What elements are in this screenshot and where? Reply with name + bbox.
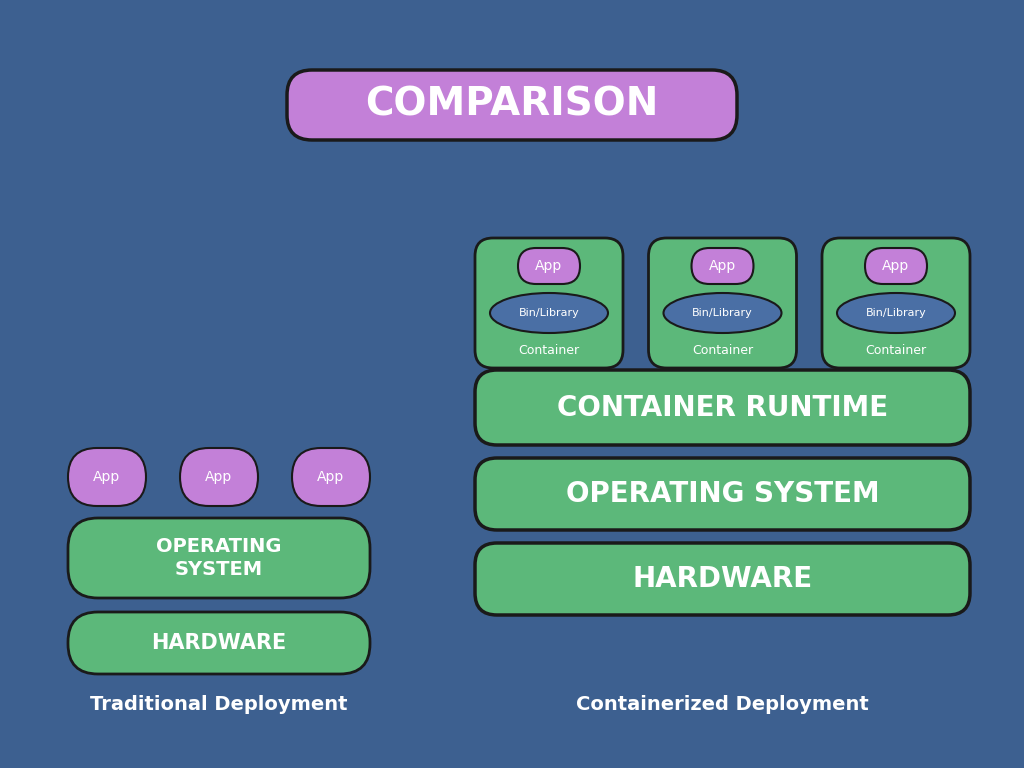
- Text: Containerized Deployment: Containerized Deployment: [577, 696, 869, 714]
- Text: App: App: [317, 470, 345, 484]
- Text: COMPARISON: COMPARISON: [366, 86, 658, 124]
- Text: App: App: [206, 470, 232, 484]
- Text: HARDWARE: HARDWARE: [633, 565, 813, 593]
- Text: Bin/Library: Bin/Library: [518, 308, 580, 318]
- FancyBboxPatch shape: [68, 448, 146, 506]
- Text: App: App: [536, 259, 562, 273]
- FancyBboxPatch shape: [475, 543, 970, 615]
- Text: CONTAINER RUNTIME: CONTAINER RUNTIME: [557, 393, 888, 422]
- Text: OPERATING
SYSTEM: OPERATING SYSTEM: [157, 537, 282, 579]
- FancyBboxPatch shape: [180, 448, 258, 506]
- Text: Bin/Library: Bin/Library: [865, 308, 927, 318]
- FancyBboxPatch shape: [475, 458, 970, 530]
- FancyBboxPatch shape: [822, 238, 970, 368]
- FancyBboxPatch shape: [287, 70, 737, 140]
- Text: Container: Container: [865, 343, 927, 356]
- Text: App: App: [709, 259, 736, 273]
- Text: App: App: [883, 259, 909, 273]
- FancyBboxPatch shape: [68, 612, 370, 674]
- FancyBboxPatch shape: [518, 248, 580, 284]
- Text: Container: Container: [518, 343, 580, 356]
- Ellipse shape: [664, 293, 781, 333]
- Text: OPERATING SYSTEM: OPERATING SYSTEM: [565, 480, 880, 508]
- Text: Traditional Deployment: Traditional Deployment: [90, 696, 348, 714]
- Ellipse shape: [837, 293, 955, 333]
- FancyBboxPatch shape: [475, 238, 623, 368]
- FancyBboxPatch shape: [691, 248, 754, 284]
- Text: HARDWARE: HARDWARE: [152, 633, 287, 653]
- FancyBboxPatch shape: [475, 370, 970, 445]
- FancyBboxPatch shape: [292, 448, 370, 506]
- FancyBboxPatch shape: [68, 518, 370, 598]
- Text: Bin/Library: Bin/Library: [692, 308, 753, 318]
- FancyBboxPatch shape: [865, 248, 927, 284]
- Ellipse shape: [490, 293, 608, 333]
- Text: Container: Container: [692, 343, 753, 356]
- Text: App: App: [93, 470, 121, 484]
- FancyBboxPatch shape: [648, 238, 797, 368]
